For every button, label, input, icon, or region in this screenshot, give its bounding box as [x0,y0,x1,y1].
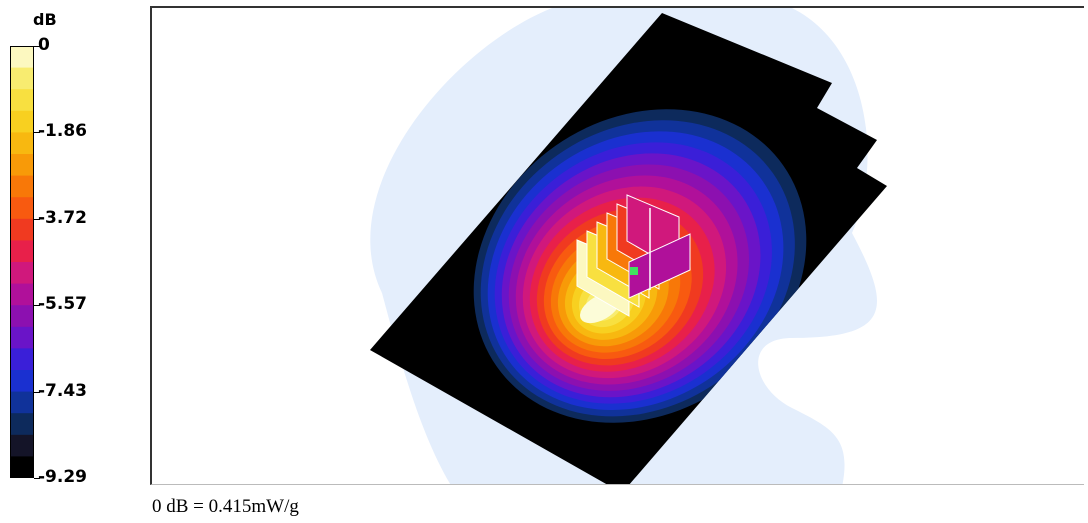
colorbar-tick-mark [34,132,40,134]
colorbar-segment [10,413,34,436]
colorbar [10,46,34,478]
colorbar-segment [10,370,34,393]
colorbar-tick-mark [34,218,40,220]
colorbar-segment [10,434,34,457]
peak-probe-marker [630,267,638,275]
reference-level-note: 0 dB = 0.415mW/g [152,496,299,517]
colorbar-tick-label: 0 [38,35,50,55]
colorbar-segment [10,89,34,112]
colorbar-segment [10,132,34,155]
colorbar-segment [10,218,34,241]
colorbar-segment [10,348,34,371]
colorbar-tick-label: -9.29 [38,467,87,487]
sar-plot-canvas [370,8,887,484]
colorbar-segment [10,175,34,198]
colorbar-border [10,46,34,478]
colorbar-segment [10,110,34,133]
colorbar-tick-label: -7.43 [38,380,87,401]
colorbar-tick-label: -5.57 [38,294,87,315]
sar-distribution-plot [150,6,1084,485]
colorbar-tick-mark [34,478,40,479]
colorbar-segment [10,283,34,306]
zoom-scan-cube [576,194,691,317]
colorbar-segment [10,262,34,285]
colorbar-segment [10,46,34,69]
colorbar-segment [10,305,34,328]
colorbar-tick-mark [34,305,40,307]
colorbar-tick-label: -3.72 [38,207,87,228]
colorbar-segment [10,326,34,349]
zoom-scan-front-face [628,233,691,299]
colorbar-segment [10,154,34,177]
colorbar-segment [10,240,34,263]
colorbar-segment [10,456,34,478]
colorbar-unit-label: dB [33,10,57,29]
colorbar-tick-label: -1.86 [38,121,87,142]
colorbar-segment [10,67,34,90]
colorbar-tick-mark [34,391,40,393]
colorbar-tick-mark [34,46,40,47]
colorbar-segment [10,197,34,220]
colorbar-segment [10,391,34,414]
